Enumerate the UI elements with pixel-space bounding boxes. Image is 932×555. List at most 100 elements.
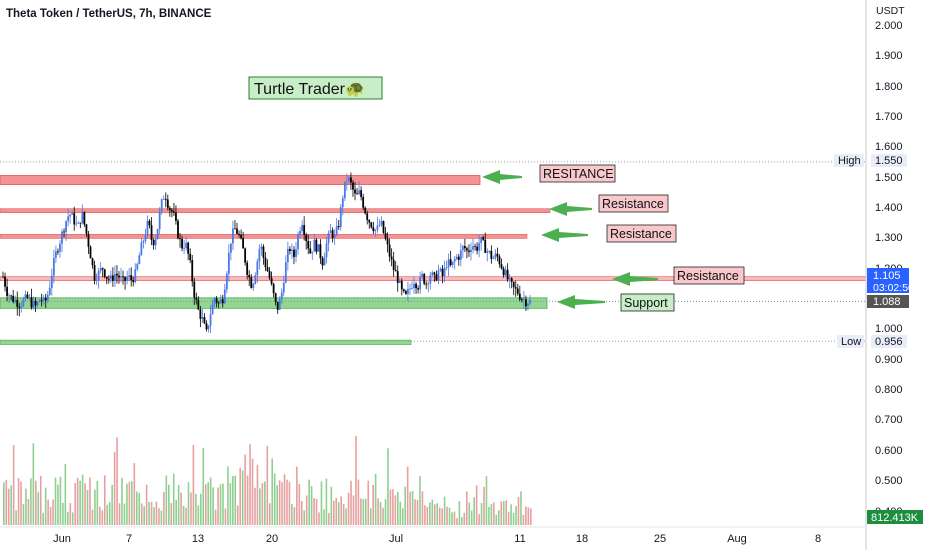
resistance-zone bbox=[0, 175, 481, 185]
volume-bar bbox=[62, 502, 64, 525]
volume-bar bbox=[241, 470, 244, 525]
annotation-arrow-icon bbox=[612, 272, 658, 286]
candle-body bbox=[18, 306, 21, 308]
candle-body bbox=[502, 268, 505, 276]
volume-bar bbox=[515, 506, 517, 525]
volume-bar bbox=[232, 475, 234, 525]
candle-body bbox=[394, 270, 397, 272]
volume-bar bbox=[522, 514, 525, 525]
candle-body bbox=[44, 297, 47, 301]
candle-body bbox=[382, 221, 385, 233]
candle-body bbox=[136, 264, 139, 270]
candle-body bbox=[177, 220, 179, 239]
volume-bar bbox=[121, 477, 123, 525]
volume-bar bbox=[288, 481, 291, 525]
volume-bar bbox=[67, 511, 69, 525]
volume-value-text: 812.413K bbox=[871, 512, 919, 524]
candle-body bbox=[258, 249, 261, 262]
volume-bar bbox=[382, 507, 384, 525]
support-label-box bbox=[620, 293, 675, 312]
low-value-tag-bg bbox=[871, 335, 907, 348]
volume-bar bbox=[273, 473, 276, 525]
volume-bar bbox=[254, 487, 256, 525]
candle-body bbox=[211, 304, 214, 315]
annotation-arrow-icon bbox=[482, 170, 522, 184]
volume-bar bbox=[185, 507, 187, 525]
price-tick-label: 0.500 bbox=[875, 475, 903, 487]
candle-body bbox=[209, 314, 212, 326]
volume-bar bbox=[86, 489, 89, 525]
volume-bar bbox=[426, 506, 429, 525]
volume-bar bbox=[379, 501, 382, 525]
candle-body bbox=[81, 211, 84, 224]
candle-body bbox=[227, 252, 230, 274]
volume-bar bbox=[153, 507, 155, 525]
support-zone bbox=[0, 297, 548, 309]
candle-body bbox=[427, 283, 430, 285]
volume-bar bbox=[52, 499, 54, 525]
volume-bar bbox=[414, 499, 416, 525]
volume-bar bbox=[259, 488, 261, 525]
candle-body bbox=[409, 288, 411, 290]
candle-body bbox=[87, 233, 90, 247]
candle-body bbox=[170, 210, 173, 212]
volume-bar bbox=[236, 505, 239, 525]
candle-body bbox=[268, 270, 271, 278]
candle-body bbox=[30, 297, 33, 308]
candle-body bbox=[156, 228, 159, 240]
candle-body bbox=[425, 283, 428, 285]
candle-body bbox=[114, 273, 116, 281]
volume-bar bbox=[525, 506, 527, 525]
volume-bar bbox=[296, 466, 298, 525]
candle-body bbox=[459, 250, 462, 260]
candle-body bbox=[46, 294, 49, 301]
volume-bar bbox=[431, 499, 434, 525]
resistance-label-box bbox=[539, 164, 616, 183]
price-tick-label: 0.700 bbox=[875, 414, 903, 426]
volume-bar bbox=[448, 507, 451, 525]
candle-body bbox=[337, 226, 340, 228]
volume-bar bbox=[281, 482, 283, 525]
volume-bar bbox=[490, 504, 493, 525]
volume-bar bbox=[384, 499, 387, 525]
candle-body bbox=[317, 244, 320, 252]
time-axis[interactable]: Jun 7 13 20 Jul 11 18 25 Aug 8 bbox=[53, 533, 821, 545]
price-axis[interactable]: 2.000 1.900 1.800 1.700 1.600 1.500 1.400 1.300… bbox=[834, 20, 923, 524]
volume-bar bbox=[195, 493, 197, 525]
volume-bar bbox=[436, 503, 439, 525]
candle-body bbox=[242, 238, 245, 249]
candle-body bbox=[197, 299, 200, 310]
candle-body bbox=[128, 275, 131, 277]
volume-bar bbox=[197, 505, 200, 525]
candle-body bbox=[266, 267, 269, 271]
candle-body bbox=[284, 262, 287, 283]
candle-body bbox=[323, 257, 326, 266]
close-price-text: 1.088 bbox=[873, 296, 901, 308]
high-value-tag-text: 1.550 bbox=[875, 155, 903, 167]
volume-bar bbox=[360, 498, 362, 525]
candle-body bbox=[392, 259, 395, 271]
candle-body bbox=[390, 256, 393, 260]
volume-bar bbox=[512, 512, 515, 525]
badge-background bbox=[248, 76, 383, 100]
candle-body bbox=[55, 251, 57, 258]
volume-bar bbox=[246, 475, 249, 525]
candle-body bbox=[293, 249, 295, 257]
volume-bar bbox=[76, 477, 79, 525]
volume-bar bbox=[377, 498, 379, 525]
candle-body bbox=[264, 257, 267, 268]
volume-bar bbox=[27, 499, 30, 525]
candle-body bbox=[162, 198, 165, 200]
candle-body bbox=[256, 261, 259, 276]
candle-body bbox=[413, 283, 415, 288]
candle-body bbox=[8, 295, 11, 297]
high-low-lines bbox=[0, 161, 866, 342]
candle-body bbox=[118, 275, 120, 278]
support-label-text: Support bbox=[624, 296, 668, 310]
volume-bar bbox=[71, 512, 74, 525]
candle-body bbox=[91, 258, 94, 266]
annotation-labels: RESITANCE Resistance Resistance Resistance S… bbox=[539, 164, 745, 312]
candle-body bbox=[124, 277, 126, 281]
volume-bar bbox=[374, 473, 377, 525]
